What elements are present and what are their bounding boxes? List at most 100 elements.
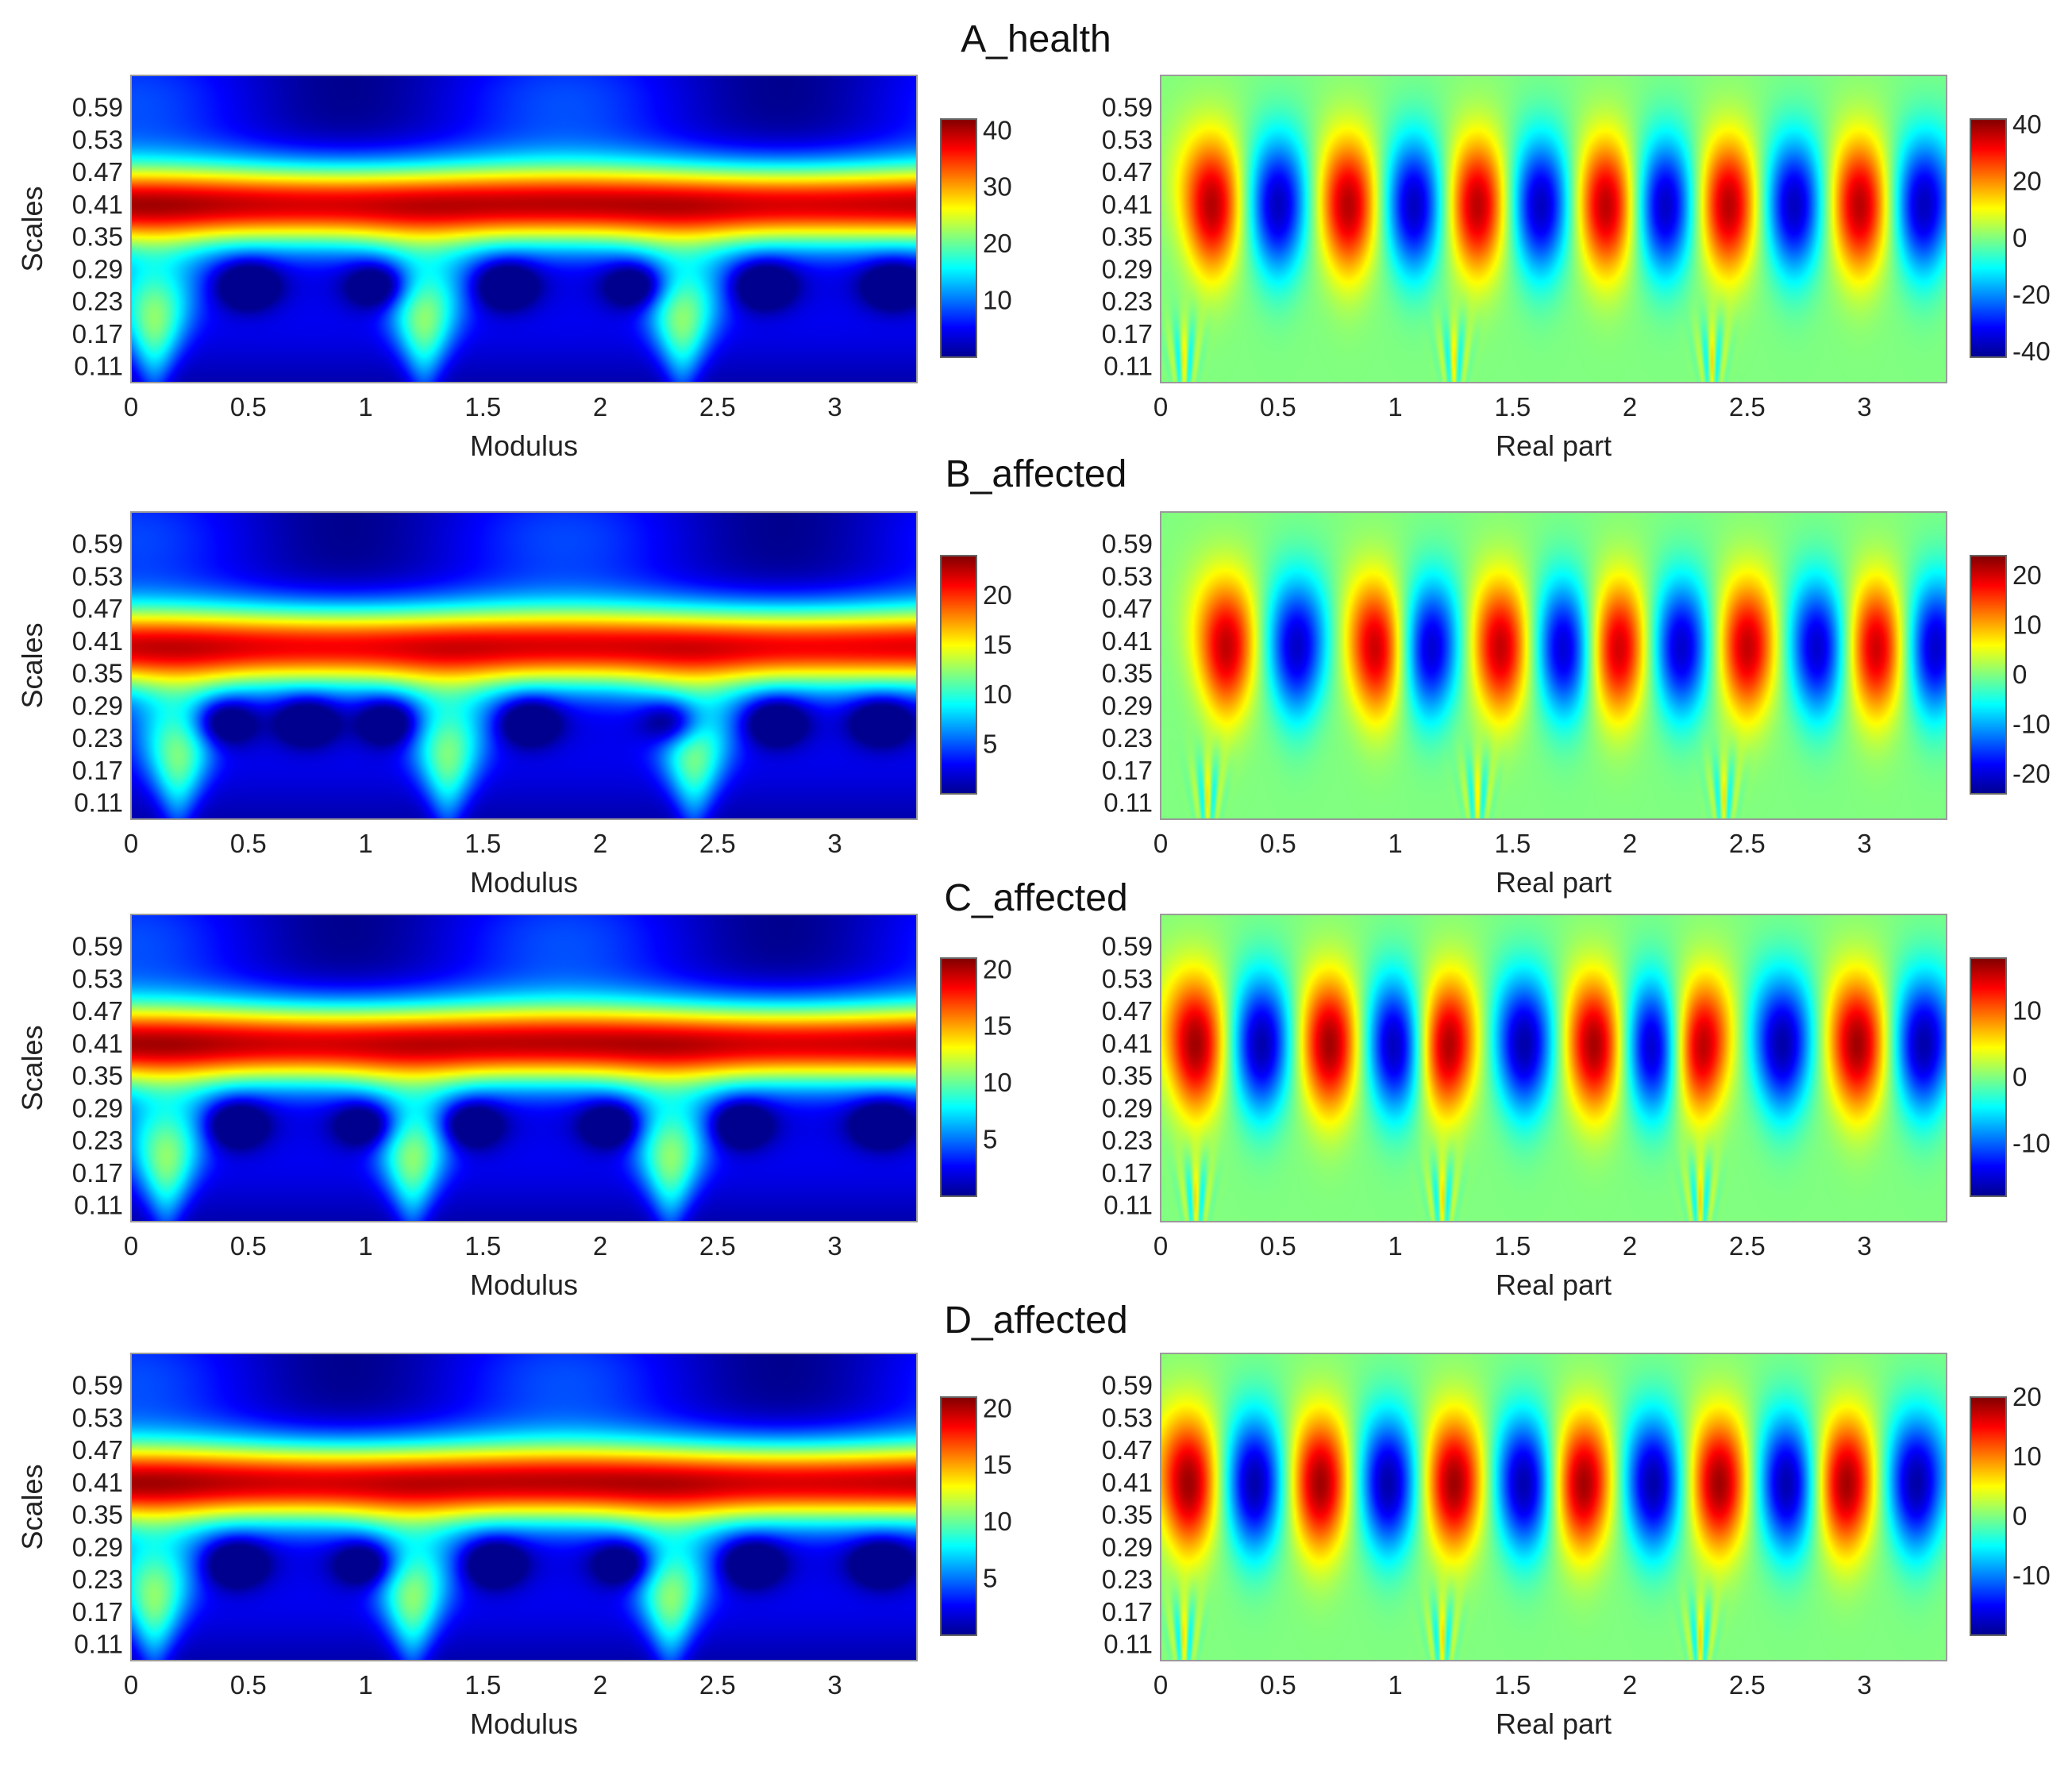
y-tick-label: 0.23	[72, 1126, 123, 1155]
colorbar-tick-label: 10	[983, 679, 1012, 709]
y-tick-label: 0.47	[1102, 594, 1153, 623]
colorbar-tick-label: -20	[2012, 279, 2051, 309]
x-tick-label: 0	[124, 1670, 138, 1700]
y-tick-label: 0.17	[72, 756, 123, 785]
colorbar	[941, 1397, 976, 1635]
x-tick-label: 0.5	[230, 829, 267, 858]
heatmap-image	[1161, 914, 1947, 1222]
y-tick-label: 0.59	[1102, 932, 1153, 961]
y-tick-label: 0.53	[1102, 964, 1153, 993]
colorbar	[1970, 958, 2006, 1196]
x-tick-label: 1	[1388, 392, 1402, 422]
y-tick-label: 0.17	[1102, 1597, 1153, 1626]
x-tick-label: 1	[1388, 829, 1402, 858]
y-tick-label: 0.29	[1102, 691, 1153, 720]
x-tick-label: 3	[1857, 392, 1871, 422]
colorbar	[941, 119, 976, 357]
plot-frame	[130, 75, 918, 383]
x-tick-label: 2	[1623, 1670, 1637, 1700]
colorbar-tick-label: 40	[2012, 110, 2042, 139]
colorbar-tick-label: 10	[983, 286, 1012, 315]
y-tick-label: 0.59	[1102, 529, 1153, 559]
chart-svg: 0.110.170.230.290.350.410.470.530.590 0.5…	[16, 75, 1012, 462]
colorbar-tick-label: -10	[2012, 710, 2051, 739]
colorbar-tick-label: 5	[983, 1564, 997, 1593]
y-tick-label: 0.59	[72, 93, 123, 122]
y-tick-label: 0.17	[1102, 756, 1153, 785]
y-axis-label: Scales	[16, 1464, 48, 1549]
colorbar-tick-label: 20	[2012, 167, 2042, 196]
x-tick-label: 3	[827, 1670, 842, 1700]
x-tick-label: 2	[593, 1670, 607, 1700]
y-tick-label: 0.29	[72, 254, 123, 283]
x-tick-label: 0.5	[230, 1670, 267, 1700]
chart-svg: 0.110.170.230.290.350.410.470.530.590 0.5…	[1102, 511, 2051, 899]
y-tick-label: 0.59	[1102, 1371, 1153, 1400]
y-tick-label: 0.47	[1102, 996, 1153, 1026]
y-tick-label: 0.29	[1102, 1093, 1153, 1122]
y-tick-label: 0.41	[72, 1468, 123, 1497]
colorbar	[941, 556, 976, 794]
x-tick-label: 1.5	[464, 392, 501, 422]
x-tick-label: 1.5	[1494, 1670, 1531, 1700]
y-tick-label: 0.23	[1102, 1565, 1153, 1594]
y-tick-label: 0.53	[72, 1403, 123, 1432]
x-axis-label: Modulus	[470, 1707, 578, 1740]
x-tick-label: 1.5	[464, 1231, 501, 1261]
y-tick-label: 0.23	[72, 1565, 123, 1594]
chart-panel-c_affected-real: 0.11 0.17 0.23 0.29 0.35 0.41 0.47 0.53 0.59 0 0.5…	[1102, 914, 2072, 1317]
x-tick-label: 2	[1623, 392, 1637, 422]
colorbar-frame	[1970, 1396, 2007, 1636]
x-tick-label: 3	[827, 1231, 842, 1261]
colorbar-frame	[940, 555, 977, 795]
x-tick-label: 1.5	[464, 1670, 501, 1700]
x-tick-label: 1	[358, 829, 372, 858]
x-tick-label: 2.5	[699, 829, 736, 858]
colorbar-tick-label: 15	[983, 1011, 1012, 1041]
colorbar-tick-label: -20	[2012, 759, 2051, 788]
y-tick-label: 0.53	[72, 964, 123, 993]
x-tick-label: 1.5	[1494, 829, 1531, 858]
colorbar-frame	[1970, 555, 2007, 795]
y-tick-label: 0.53	[1102, 1403, 1153, 1432]
y-tick-label: 0.11	[1103, 1630, 1153, 1659]
x-tick-label: 3	[1857, 829, 1871, 858]
colorbar-tick-label: 0	[2012, 660, 2027, 689]
chart-svg: 0.110.170.230.290.350.410.470.530.590 0.5…	[1102, 75, 2051, 462]
x-tick-label: 2.5	[699, 1231, 736, 1261]
x-tick-label: 3	[1857, 1231, 1871, 1261]
y-tick-label: 0.35	[72, 659, 123, 688]
colorbar	[1970, 1397, 2006, 1635]
x-tick-label: 2	[1623, 829, 1637, 858]
x-tick-label: 1	[358, 1670, 372, 1700]
y-tick-label: 0.35	[1102, 659, 1153, 688]
y-tick-label: 0.23	[72, 287, 123, 316]
y-tick-label: 0.17	[1102, 1158, 1153, 1188]
x-tick-label: 0.5	[1260, 829, 1296, 858]
colorbar-tick-label: 15	[983, 1450, 1012, 1480]
y-tick-label: 0.11	[1103, 1191, 1153, 1220]
colorbar-tick-label: 10	[2012, 1442, 2042, 1471]
chart-svg: 0.110.170.230.290.350.410.470.530.590 0.5…	[16, 511, 1012, 899]
x-tick-label: 1.5	[1494, 392, 1531, 422]
colorbar-frame	[940, 1396, 977, 1636]
y-tick-label: 0.53	[72, 561, 123, 591]
row-title-d: D_affected	[944, 1299, 1128, 1342]
x-tick-label: 3	[827, 829, 842, 858]
heatmap-image	[131, 914, 917, 1222]
colorbar	[1970, 556, 2006, 794]
chart-panel-d_affected-real: 0.11 0.17 0.23 0.29 0.35 0.41 0.47 0.53 0.59 0 0.5…	[1102, 1353, 2072, 1756]
y-tick-label: 0.35	[1102, 1500, 1153, 1530]
chart-panel-a_health-modulus: 0.11 0.17 0.23 0.29 0.35 0.41 0.47 0.53 0.59 0 0.5…	[16, 75, 1072, 478]
y-tick-label: 0.17	[72, 1597, 123, 1626]
x-tick-label: 0.5	[230, 392, 267, 422]
colorbar-tick-label: 5	[983, 730, 997, 759]
x-axis-label: Real part	[1496, 866, 1612, 899]
x-axis-label: Modulus	[470, 866, 578, 899]
colorbar-tick-label: 10	[2012, 996, 2042, 1026]
y-tick-label: 0.29	[72, 691, 123, 720]
colorbar	[941, 958, 976, 1196]
y-tick-label: 0.41	[1102, 626, 1153, 656]
y-tick-label: 0.47	[72, 996, 123, 1026]
y-tick-label: 0.29	[72, 1532, 123, 1561]
